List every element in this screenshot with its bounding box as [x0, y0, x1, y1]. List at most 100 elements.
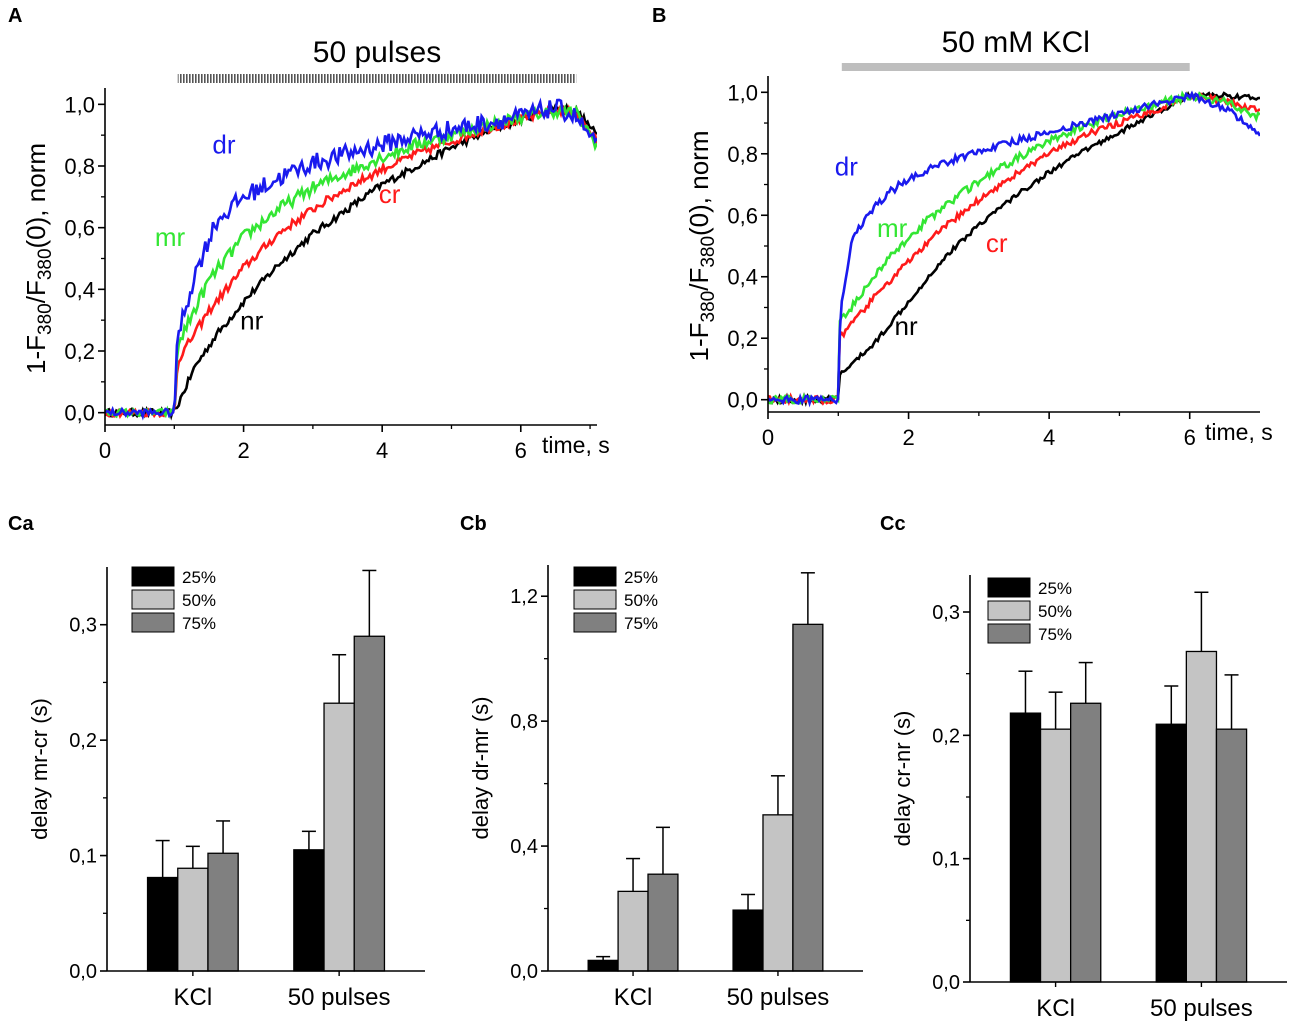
bar-75%-50-pulses [792, 623, 824, 972]
bar-50%-kcl [1039, 728, 1072, 983]
legend-label-50pct: 50% [624, 591, 658, 610]
legend-label-75pct: 75% [182, 614, 216, 633]
legend-swatch-25pct [131, 566, 175, 587]
legend-label-50pct: 50% [1038, 602, 1072, 621]
panel-ca-bar-chart: Ca 0,0 0,1 0,2 0,3 KCl 50 pulses 25% 50% 75% del… [8, 513, 425, 1011]
legend-label-25pct: 25% [1038, 579, 1072, 598]
y-tick-label: 0,6 [727, 203, 758, 228]
stimulus-label-50-pulses: 50 pulses [313, 36, 441, 69]
x-tick-label: 6 [515, 438, 527, 463]
y-tick-label: 0,3 [69, 615, 97, 637]
series-line-dr [105, 97, 597, 421]
y-axis-label-cc: delay cr-nr (s) [890, 711, 915, 847]
y-tick-label: 0,2 [727, 326, 758, 351]
series-line-mr [768, 90, 1260, 406]
bar-75%-50-pulses [1215, 728, 1248, 983]
y-tick-label: 0,0 [510, 961, 538, 983]
bar-75%-kcl [207, 852, 239, 972]
series-annotation-dr: dr [212, 130, 235, 160]
x-tick-label: 6 [1184, 425, 1196, 450]
bar-25%-kcl [1009, 712, 1042, 983]
bar-25%-50-pulses [293, 849, 325, 972]
x-category-label: 50 pulses [1150, 995, 1253, 1022]
x-category-label: KCl [174, 984, 213, 1011]
y-tick-label: 1,2 [510, 586, 538, 608]
bar-75%-kcl [647, 873, 679, 972]
stimulus-bar-kcl [841, 63, 1190, 71]
y-tick-label: 0,4 [727, 265, 758, 290]
bar-75%-kcl [1069, 702, 1102, 983]
y-tick-label: 1,0 [64, 92, 95, 117]
x-category-label: 50 pulses [727, 984, 830, 1011]
bar-50%-50-pulses [323, 702, 355, 972]
series-line-cr [105, 104, 597, 420]
x-tick-label: 2 [902, 425, 914, 450]
series-annotation-cr: cr [986, 228, 1008, 258]
bar-50%-kcl [617, 890, 649, 972]
bar-50%-kcl [177, 867, 209, 972]
plot-area-a: 0,0 0,2 0,4 0,6 0,8 1,0 0 2 4 6 dr cr mr nr [64, 88, 597, 463]
panel-label-cb: Cb [460, 513, 487, 535]
panel-label-cc: Cc [880, 513, 906, 535]
y-tick-label: 0,1 [932, 849, 960, 871]
series-annotation-nr: nr [240, 305, 263, 335]
legend-swatch-75pct [573, 612, 617, 633]
x-tick-label: 4 [376, 438, 388, 463]
series-annotation-dr: dr [835, 151, 858, 181]
legend-swatch-50pct [987, 600, 1031, 621]
y-tick-label: 0,8 [64, 154, 95, 179]
y-tick-label: 1,0 [727, 80, 758, 105]
panel-b-line-chart: B 50 mM KCl 0,0 0,2 0,4 0,6 0,8 1,0 0 2 4 6 dr cr mr… [652, 5, 1273, 450]
legend-label-50pct: 50% [182, 591, 216, 610]
plot-area-b: 0,0 0,2 0,4 0,6 0,8 1,0 0 2 4 6 dr cr mr nr [727, 76, 1260, 450]
y-tick-label: 0,8 [727, 142, 758, 167]
x-category-label: KCl [1036, 995, 1075, 1022]
y-tick-label: 0,3 [932, 602, 960, 624]
plot-area-cc: 0,0 0,1 0,2 0,3 KCl 50 pulses 25% 50% 75% [932, 575, 1287, 1022]
legend-swatch-50pct [131, 589, 175, 610]
y-tick-label: 0,0 [64, 401, 95, 426]
x-tick-label: 0 [762, 425, 774, 450]
x-tick-label: 4 [1043, 425, 1055, 450]
legend-label-25pct: 25% [182, 568, 216, 587]
x-axis-label-b: time, s [1205, 419, 1273, 445]
y-tick-label: 0,6 [64, 216, 95, 241]
y-tick-label: 0,4 [64, 277, 95, 302]
bar-25%-50-pulses [732, 909, 764, 972]
y-tick-label: 0,8 [510, 711, 538, 733]
plot-area-ca: 0,0 0,1 0,2 0,3 KCl 50 pulses 25% 50% 75% [69, 566, 425, 1011]
y-tick-label: 0,2 [932, 725, 960, 747]
series-annotation-cr: cr [379, 179, 401, 209]
y-tick-label: 0,0 [69, 961, 97, 983]
y-axis-label-a: 1-F380/F380(0), norm [21, 143, 56, 374]
legend-swatch-75pct [987, 623, 1031, 644]
plot-area-cb: 0,0 0,4 0,8 1,2 KCl 50 pulses 25% 50% 75% [510, 565, 863, 1011]
x-tick-label: 2 [237, 438, 249, 463]
panel-label-a: A [8, 5, 22, 27]
x-axis-label-a: time, s [542, 432, 610, 458]
panel-label-ca: Ca [8, 513, 34, 535]
legend-swatch-75pct [131, 612, 175, 633]
bar-25%-50-pulses [1155, 723, 1188, 983]
stimulus-bar-50-pulses [177, 74, 577, 83]
series-line-nr [768, 90, 1260, 408]
series-annotation-mr: mr [877, 213, 908, 243]
legend-label-75pct: 75% [1038, 625, 1072, 644]
legend-swatch-25pct [573, 566, 617, 587]
bar-75%-50-pulses [353, 635, 386, 972]
bar-50%-50-pulses [762, 814, 794, 972]
y-tick-label: 0,2 [64, 339, 95, 364]
bar-25%-kcl [587, 959, 619, 972]
panel-cb-bar-chart: Cb 0,0 0,4 0,8 1,2 KCl 50 pulses 25% 50% 75% del… [460, 513, 863, 1011]
y-tick-label: 0,0 [727, 388, 758, 413]
legend-swatch-50pct [573, 589, 617, 610]
y-tick-label: 0,4 [510, 836, 538, 858]
y-tick-label: 0,1 [69, 846, 97, 868]
bar-50%-50-pulses [1185, 650, 1218, 983]
bar-25%-kcl [146, 876, 179, 972]
legend-label-75pct: 75% [624, 614, 658, 633]
x-tick-label: 0 [99, 438, 111, 463]
panel-a-line-chart: A 50 pulses 0,0 0,2 0,4 0,6 0,8 1,0 0 2 4 6 dr cr mr… [8, 5, 610, 463]
y-axis-label-ca: delay mr-cr (s) [27, 698, 52, 840]
